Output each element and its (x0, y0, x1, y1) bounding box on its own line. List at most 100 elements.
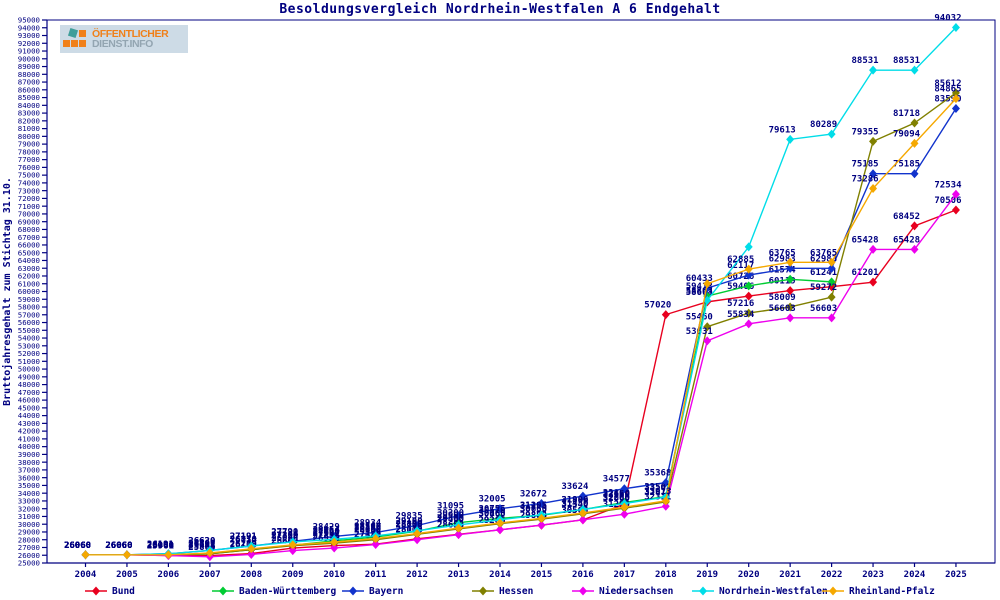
data-point-label: 73286 (852, 174, 879, 184)
svg-text:77000: 77000 (18, 155, 40, 164)
data-point-label: 58663 (686, 288, 713, 298)
data-point-label: 30760 (520, 504, 547, 514)
svg-text:2022: 2022 (821, 570, 843, 580)
data-point-label: 28700 (396, 520, 423, 530)
data-point-marker (951, 205, 960, 215)
data-point-marker (661, 310, 670, 320)
data-point-label: 26060 (64, 541, 91, 551)
data-point-marker (205, 548, 214, 558)
logo-line1: ÖFFENTLICHER (92, 28, 169, 40)
svg-text:45000: 45000 (18, 403, 40, 412)
data-point-label: 59406 (727, 282, 754, 292)
data-point-label: 26060 (64, 541, 91, 551)
svg-text:83000: 83000 (18, 109, 40, 118)
data-point-marker (578, 491, 587, 501)
data-point-label: 26060 (64, 541, 91, 551)
data-point-marker (786, 302, 795, 312)
legend-item-rheinland-pfalz: Rheinland-Pfalz (822, 586, 935, 597)
data-point-label: 58863 (686, 286, 713, 296)
data-point-label: 27229 (271, 532, 298, 542)
svg-text:87000: 87000 (18, 78, 40, 87)
data-point-marker (703, 336, 712, 346)
data-point-label: 75185 (852, 160, 879, 170)
data-point-label: 29900 (437, 511, 464, 521)
svg-text:60000: 60000 (18, 287, 40, 296)
svg-text:2025: 2025 (945, 570, 967, 580)
data-point-marker (786, 274, 795, 284)
svg-text:63000: 63000 (18, 264, 40, 273)
data-point-marker (744, 308, 753, 318)
svg-text:2016: 2016 (572, 570, 594, 580)
svg-text:94000: 94000 (18, 23, 40, 32)
legend-label: Hessen (499, 586, 533, 597)
data-point-marker (371, 540, 380, 550)
svg-text:54000: 54000 (18, 334, 40, 343)
data-point-label: 28000 (354, 526, 381, 536)
data-point-label: 62983 (769, 254, 796, 264)
data-point-marker (786, 134, 795, 144)
data-point-marker (951, 94, 960, 104)
svg-text:41000: 41000 (18, 434, 40, 443)
data-point-label: 26930 (313, 534, 340, 544)
data-point-label: 94032 (934, 14, 961, 24)
svg-text:32000: 32000 (18, 504, 40, 513)
data-point-label: 27254 (313, 532, 341, 542)
svg-text:2018: 2018 (655, 570, 677, 580)
data-point-marker (827, 129, 836, 139)
data-point-label: 27380 (354, 531, 381, 541)
data-point-label: 26929 (271, 534, 298, 544)
y-axis-ticks: 2500026000270002800029000300003100032000… (18, 16, 47, 568)
legend-label: Baden-Württemberg (239, 586, 337, 597)
data-point-label: 55460 (686, 313, 713, 323)
data-point-marker (703, 295, 712, 305)
svg-text:2023: 2023 (862, 570, 884, 580)
data-point-label: 28429 (313, 522, 340, 532)
data-point-label: 31886 (561, 496, 588, 506)
data-point-marker (620, 509, 629, 519)
data-point-label: 88531 (852, 56, 879, 66)
data-point-label: 70506 (934, 196, 961, 206)
data-point-marker (92, 586, 100, 596)
data-point-marker (330, 543, 339, 553)
data-point-label: 62983 (810, 254, 837, 264)
data-point-label: 26620 (188, 536, 215, 546)
data-point-label: 32311 (644, 492, 671, 502)
svg-text:31000: 31000 (18, 512, 40, 521)
data-point-label: 28118 (396, 525, 423, 535)
data-point-label: 26219 (230, 540, 257, 550)
svg-text:50000: 50000 (18, 365, 40, 374)
svg-text:28000: 28000 (18, 535, 40, 544)
svg-text:66000: 66000 (18, 241, 40, 250)
svg-text:64000: 64000 (18, 256, 40, 265)
data-point-label: 55834 (727, 310, 755, 320)
data-point-label: 26191 (188, 540, 215, 550)
svg-text:72000: 72000 (18, 194, 40, 203)
svg-text:88000: 88000 (18, 70, 40, 79)
legend-label: Niedersachsen (599, 586, 673, 597)
data-point-label: 68452 (893, 212, 920, 222)
data-point-marker (869, 183, 878, 193)
data-point-label: 26060 (105, 541, 132, 551)
data-point-marker (479, 586, 487, 596)
data-point-label: 29400 (437, 515, 464, 525)
data-point-label: 57216 (727, 299, 754, 309)
data-point-label: 72534 (934, 180, 962, 190)
svg-text:80000: 80000 (18, 132, 40, 141)
data-point-marker (454, 511, 463, 521)
site-logo[interactable]: ÖFFENTLICHER DIENST.INFO (60, 25, 188, 53)
data-point-label: 27191 (230, 532, 257, 542)
data-point-label: 32800 (603, 488, 630, 498)
data-point-label: 79613 (769, 125, 796, 135)
data-point-marker (910, 138, 919, 148)
data-point-label: 29835 (396, 511, 423, 521)
data-point-marker (578, 508, 587, 518)
svg-text:2015: 2015 (531, 570, 553, 580)
svg-text:68000: 68000 (18, 225, 40, 234)
data-point-marker (910, 221, 919, 231)
legend-item-bund: Bund (85, 586, 135, 597)
data-point-marker (827, 257, 836, 267)
data-point-label: 88531 (893, 56, 920, 66)
svg-text:2005: 2005 (116, 570, 138, 580)
data-point-marker (620, 502, 629, 512)
data-point-label: 34577 (603, 475, 630, 485)
